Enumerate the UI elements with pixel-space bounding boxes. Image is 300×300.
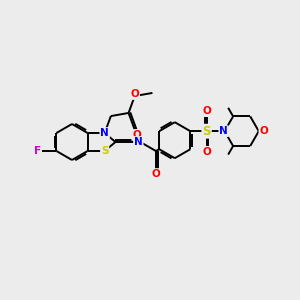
Text: O: O (202, 106, 211, 116)
Text: F: F (34, 146, 41, 156)
Text: O: O (152, 169, 160, 179)
Text: O: O (130, 89, 139, 99)
Text: O: O (132, 130, 141, 140)
Text: S: S (101, 146, 108, 156)
Text: N: N (134, 137, 143, 147)
Text: N: N (100, 128, 109, 138)
Text: S: S (202, 125, 211, 138)
Text: N: N (219, 126, 228, 136)
Text: O: O (202, 147, 211, 157)
Text: O: O (260, 126, 268, 136)
